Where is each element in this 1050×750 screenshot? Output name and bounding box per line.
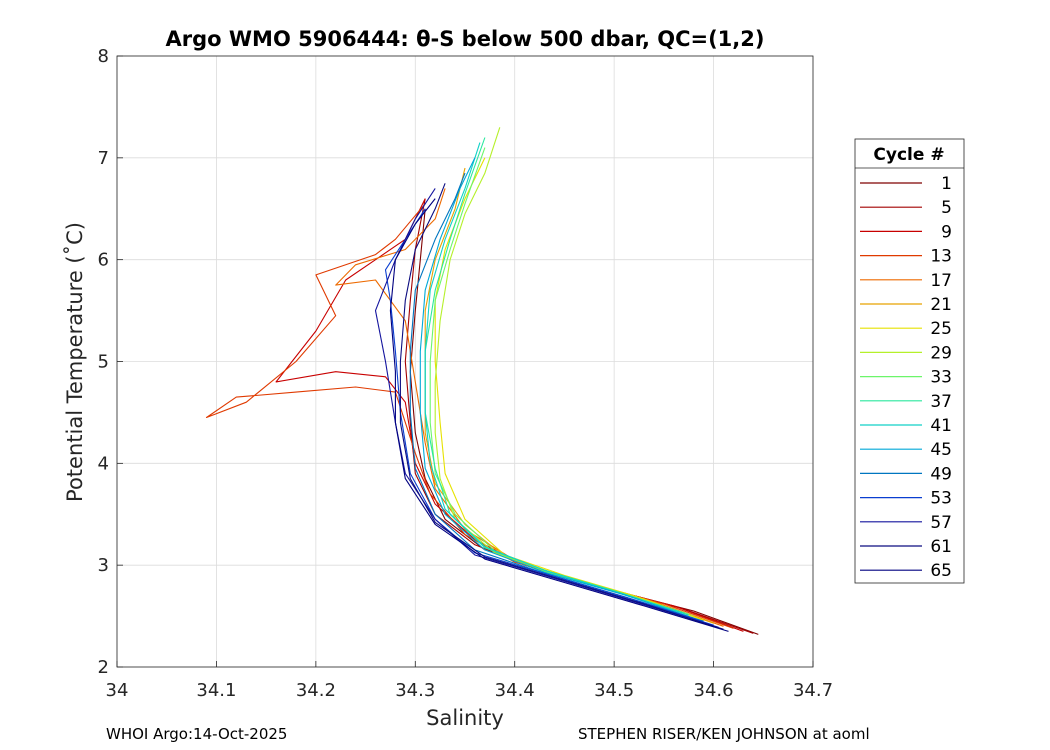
series-layer	[205, 127, 759, 635]
y-tick-label: 8	[98, 46, 109, 67]
legend-box	[854, 138, 965, 584]
legend-title: Cycle #	[873, 145, 944, 165]
legend-label: 61	[930, 537, 952, 557]
legend-label: 53	[930, 489, 952, 509]
series-line-cycle-17	[335, 188, 724, 627]
series-line-cycle-33	[429, 147, 689, 615]
legend-label: 41	[930, 416, 952, 436]
series-line-cycle-57	[374, 188, 719, 628]
y-tick-label: 2	[98, 657, 109, 678]
legend-label: 45	[930, 440, 952, 460]
legend-label: 33	[930, 368, 952, 388]
y-tick-label: 3	[98, 555, 109, 576]
series-line-cycle-1	[409, 208, 759, 635]
legend-label: 5	[941, 198, 952, 218]
x-tick-label: 34.3	[395, 680, 435, 701]
series-line-cycle-41	[424, 142, 689, 616]
x-tick-label: 34.2	[296, 680, 336, 701]
series-line-cycle-45	[419, 157, 694, 619]
series-line-cycle-25	[434, 157, 704, 621]
chart-title: Argo WMO 5906444: θ-S below 500 dbar, QC…	[166, 27, 765, 51]
legend-label: 37	[930, 392, 952, 412]
x-tick-label: 34.6	[694, 680, 734, 701]
y-tick-label: 7	[98, 148, 109, 169]
legend-entries: 1 5 9 13 17 21 25 29 33 37 41 45 49 53 57 61 65	[860, 174, 952, 581]
series-line-cycle-49	[409, 172, 704, 622]
legend-label: 13	[930, 247, 952, 267]
legend-label: 25	[930, 319, 952, 339]
series-line-cycle-21	[424, 167, 714, 624]
legend-label: 57	[930, 513, 952, 533]
footer-investigators: STEPHEN RISER/KEN JOHNSON at aoml	[578, 725, 870, 743]
series-line-cycle-53	[384, 208, 714, 626]
x-tick-label: 34.4	[495, 680, 535, 701]
x-tick-label: 34	[106, 680, 129, 701]
y-tick-label: 5	[98, 352, 109, 373]
series-line-cycle-13	[205, 203, 734, 629]
series-line-cycle-37	[424, 137, 684, 614]
series-line-cycle-65	[389, 198, 729, 632]
legend-label: 17	[930, 271, 952, 291]
legend-label: 49	[930, 464, 952, 484]
y-tick-label: 4	[98, 453, 109, 474]
series-line-cycle-5	[404, 198, 754, 634]
legend: Cycle # 1 5 9 13 17 21 25 29 33 37 41 45 49 53 57 61 65	[854, 138, 965, 584]
y-axis-label: Potential Temperature (˚C)	[63, 222, 87, 502]
legend-label: 9	[941, 222, 952, 242]
legend-label: 1	[941, 174, 952, 194]
grid-lines	[116, 55, 814, 668]
legend-label: 21	[930, 295, 952, 315]
legend-label: 65	[930, 561, 952, 581]
x-axis-label: Salinity	[426, 706, 504, 730]
y-tick-label: 6	[98, 250, 109, 271]
legend-label: 29	[930, 343, 952, 363]
x-tick-label: 34.7	[793, 680, 833, 701]
x-tick-label: 34.5	[594, 680, 634, 701]
series-line-cycle-29	[434, 127, 694, 617]
footer-credit-date: WHOI Argo:14-Oct-2025	[106, 725, 288, 743]
series-line-cycle-61	[399, 183, 724, 630]
x-tick-label: 34.1	[196, 680, 236, 701]
